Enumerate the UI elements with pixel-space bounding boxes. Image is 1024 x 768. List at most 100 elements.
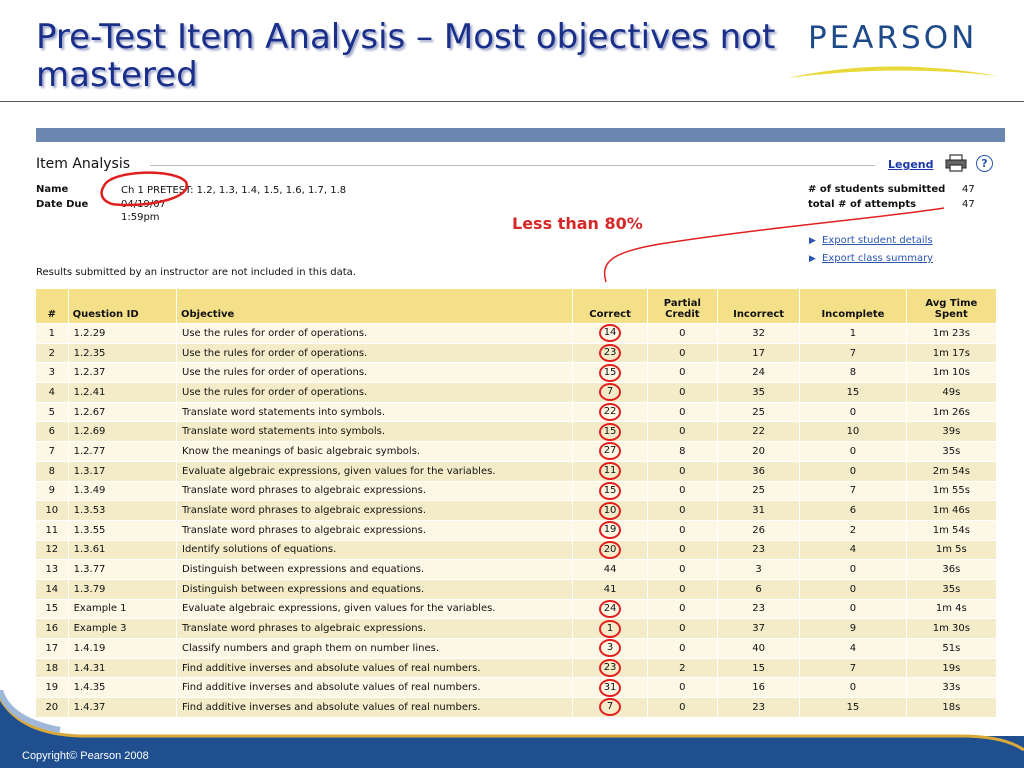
objective: Translate word statements into symbols. <box>182 426 386 438</box>
table-row: 8 1.3.17 Evaluate algebraic expressions, g… <box>36 460 998 481</box>
avg-time: 1m 55s <box>932 485 970 497</box>
correct-count-cell: 15 <box>572 362 648 383</box>
col-header-avg-time[interactable]: Avg Time Spent <box>906 289 998 324</box>
incomplete-count-cell: 2 <box>799 519 907 541</box>
avg-time: 19s <box>942 662 961 674</box>
avg-time-cell: 19s <box>906 657 998 678</box>
table-row: 7 1.2.77 Know the meanings of basic algebr… <box>36 441 998 462</box>
question-id-cell: 1.3.77 <box>68 559 178 580</box>
incorrect-count: 40 <box>752 642 765 654</box>
partial-credit-count: 0 <box>679 544 686 556</box>
col-header-number[interactable]: # <box>36 289 69 324</box>
question-id-cell: 1.2.69 <box>68 421 178 442</box>
row-number-cell: 20 <box>36 697 69 717</box>
table-row: 15 Example 1 Evaluate algebraic expression… <box>36 598 998 619</box>
objective: Use the rules for order of operations. <box>182 327 368 339</box>
avg-time-cell: 1m 30s <box>906 618 998 639</box>
row-number: 2 <box>48 347 55 359</box>
objective-cell: Evaluate algebraic expressions, given va… <box>176 460 574 481</box>
correct-count-cell: 7 <box>572 382 648 403</box>
total-attempts-label: total # of attempts <box>808 199 917 210</box>
partial-credit-count-cell: 0 <box>647 421 718 442</box>
incomplete-count: 10 <box>846 426 860 438</box>
row-number: 16 <box>45 623 59 635</box>
incomplete-count: 7 <box>849 485 857 497</box>
incorrect-count-cell: 24 <box>717 362 801 383</box>
question-id-cell: 1.2.29 <box>68 323 178 344</box>
partial-credit-count-cell: 0 <box>647 697 718 717</box>
col-header-objective[interactable]: Objective <box>176 289 574 324</box>
export-student-details-link[interactable]: Export student details <box>822 235 933 246</box>
incorrect-count-cell: 22 <box>717 421 801 442</box>
incorrect-count: 15 <box>752 662 765 674</box>
correct-count: 10 <box>599 501 622 520</box>
print-icon[interactable] <box>945 154 967 172</box>
row-number: 15 <box>45 603 59 615</box>
table-row: 13 1.3.77 Distinguish between expressions … <box>36 559 998 580</box>
partial-credit-count: 2 <box>679 662 686 674</box>
col-header-partial-credit[interactable]: Partial Credit <box>647 289 718 324</box>
row-number: 12 <box>45 544 59 556</box>
incomplete-count: 0 <box>849 583 857 595</box>
correct-count-cell: 7 <box>572 697 648 717</box>
row-number-cell: 1 <box>36 323 69 344</box>
partial-credit-count: 8 <box>679 445 686 457</box>
row-number-cell: 7 <box>36 441 69 462</box>
incorrect-count-cell: 36 <box>717 460 801 481</box>
col-header-incomplete[interactable]: Incomplete <box>799 289 907 324</box>
question-id-cell: 1.2.41 <box>68 382 178 403</box>
help-icon[interactable]: ? <box>976 155 993 172</box>
objective-cell: Classify numbers and graph them on numbe… <box>176 638 574 659</box>
objective-cell: Find additive inverses and absolute valu… <box>176 677 574 698</box>
section-divider <box>150 165 875 166</box>
incorrect-count: 37 <box>752 623 765 635</box>
avg-time: 36s <box>942 564 961 576</box>
question-id: 1.3.55 <box>73 524 106 536</box>
correct-count: 14 <box>599 324 622 343</box>
objective-cell: Identify solutions of equations. <box>176 539 574 560</box>
incorrect-count-cell: 23 <box>717 539 801 560</box>
export-class-summary-link[interactable]: Export class summary <box>822 253 934 264</box>
incomplete-count-cell: 7 <box>799 342 907 363</box>
objective: Find additive inverses and absolute valu… <box>182 662 481 674</box>
avg-time: 51s <box>942 642 961 654</box>
objective: Know the meanings of basic algebraic sym… <box>182 445 421 457</box>
avg-time: 1m 5s <box>935 544 967 556</box>
objective: Evaluate algebraic expressions, given va… <box>182 465 496 477</box>
correct-count: 27 <box>599 442 622 461</box>
avg-time-cell: 33s <box>906 677 998 698</box>
question-id: 1.3.53 <box>73 505 106 517</box>
col-header-question-id[interactable]: Question ID <box>68 289 178 324</box>
objective-cell: Translate word phrases to algebraic expr… <box>176 618 574 639</box>
incomplete-count-cell: 0 <box>799 559 907 580</box>
incomplete-count-cell: 0 <box>799 401 907 422</box>
total-attempts-value: 47 <box>962 199 975 210</box>
date-due-value: 04/19/07 <box>121 199 166 210</box>
incorrect-count: 32 <box>752 327 765 339</box>
avg-time: 18s <box>942 701 961 713</box>
incomplete-count: 0 <box>849 682 857 694</box>
partial-credit-count: 0 <box>679 524 686 536</box>
partial-credit-count-cell: 0 <box>647 401 718 422</box>
avg-time: 1m 23s <box>932 327 970 339</box>
avg-time: 33s <box>942 682 961 694</box>
avg-line-1: Avg Time <box>925 298 978 309</box>
incorrect-count-cell: 20 <box>717 441 801 462</box>
objective: Use the rules for order of operations. <box>182 347 368 359</box>
col-header-correct[interactable]: Correct <box>572 289 648 324</box>
avg-time-cell: 49s <box>906 382 998 403</box>
question-id: 1.3.77 <box>73 564 106 576</box>
incorrect-count-cell: 17 <box>717 342 801 363</box>
incorrect-count-cell: 26 <box>717 519 801 541</box>
incomplete-count-cell: 0 <box>799 460 907 481</box>
incorrect-count-cell: 40 <box>717 638 801 659</box>
incorrect-count: 36 <box>752 465 765 477</box>
legend-link[interactable]: Legend <box>888 158 934 171</box>
avg-time: 1m 26s <box>932 406 970 418</box>
correct-count: 3 <box>599 639 622 658</box>
objective: Use the rules for order of operations. <box>182 367 368 379</box>
col-header-incorrect[interactable]: Incorrect <box>717 289 801 324</box>
correct-count: 23 <box>599 659 622 678</box>
row-number: 20 <box>45 701 59 713</box>
question-id: 1.4.35 <box>73 682 106 694</box>
